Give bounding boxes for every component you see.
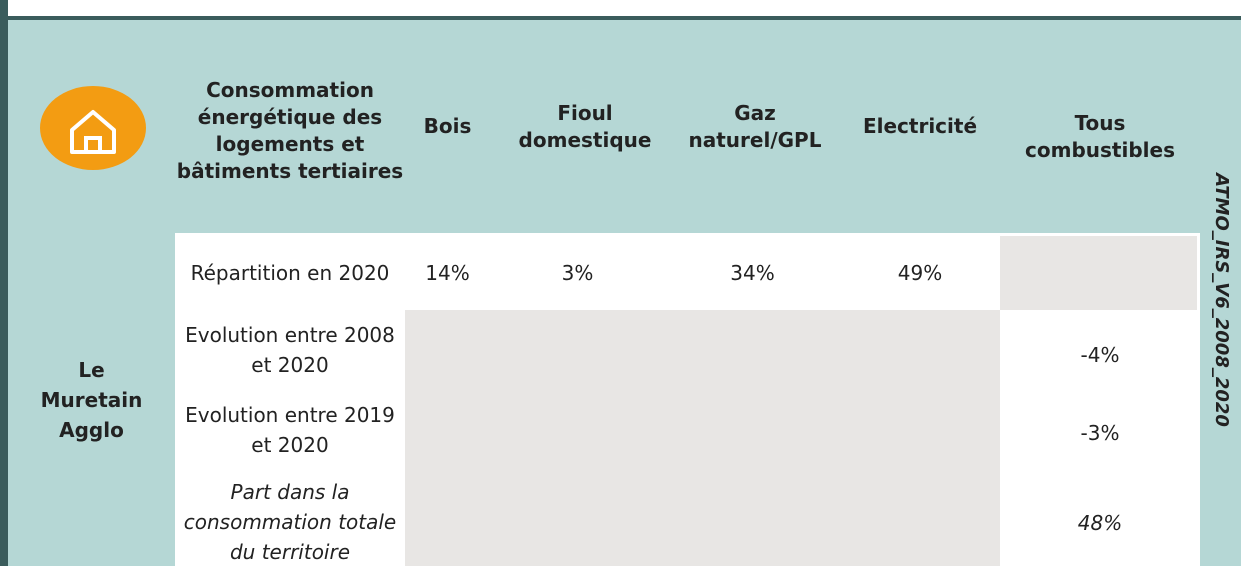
row-label: Evolution entre 2008 et 2020 [185,323,395,377]
header-title: Consommation énergétique des logements e… [176,77,404,183]
column-header: Fioul domestique [518,100,652,152]
left-border [0,0,8,566]
column-header: Electricité [862,114,978,138]
cell-value: 48% [1077,511,1123,535]
row-label: Répartition en 2020 [190,261,390,285]
side-column [1200,20,1241,566]
column-header: Gaz naturel/GPL [688,100,822,152]
cell-value: -3% [1080,421,1120,445]
cell-value: 14% [425,261,470,285]
source-label: ATMO_IRS_V6_2008_2020 [1211,173,1233,427]
territory: Le Muretain Agglo [8,233,175,566]
cell-value: 34% [730,261,775,285]
row-label: Part dans la consommation totale du terr… [183,480,397,564]
cell-value: -4% [1080,343,1120,367]
column-header: Tous combustibles [1025,110,1175,162]
row-label: Evolution entre 2019 et 2020 [185,403,395,457]
cell-value: 3% [561,261,594,285]
empty-cell [1000,236,1197,310]
cell-value: 49% [897,261,943,285]
house-icon [40,86,146,170]
empty-cell [405,310,1000,566]
top-border [8,16,1241,20]
column-header: Bois [423,114,472,138]
header-row [8,20,1200,233]
